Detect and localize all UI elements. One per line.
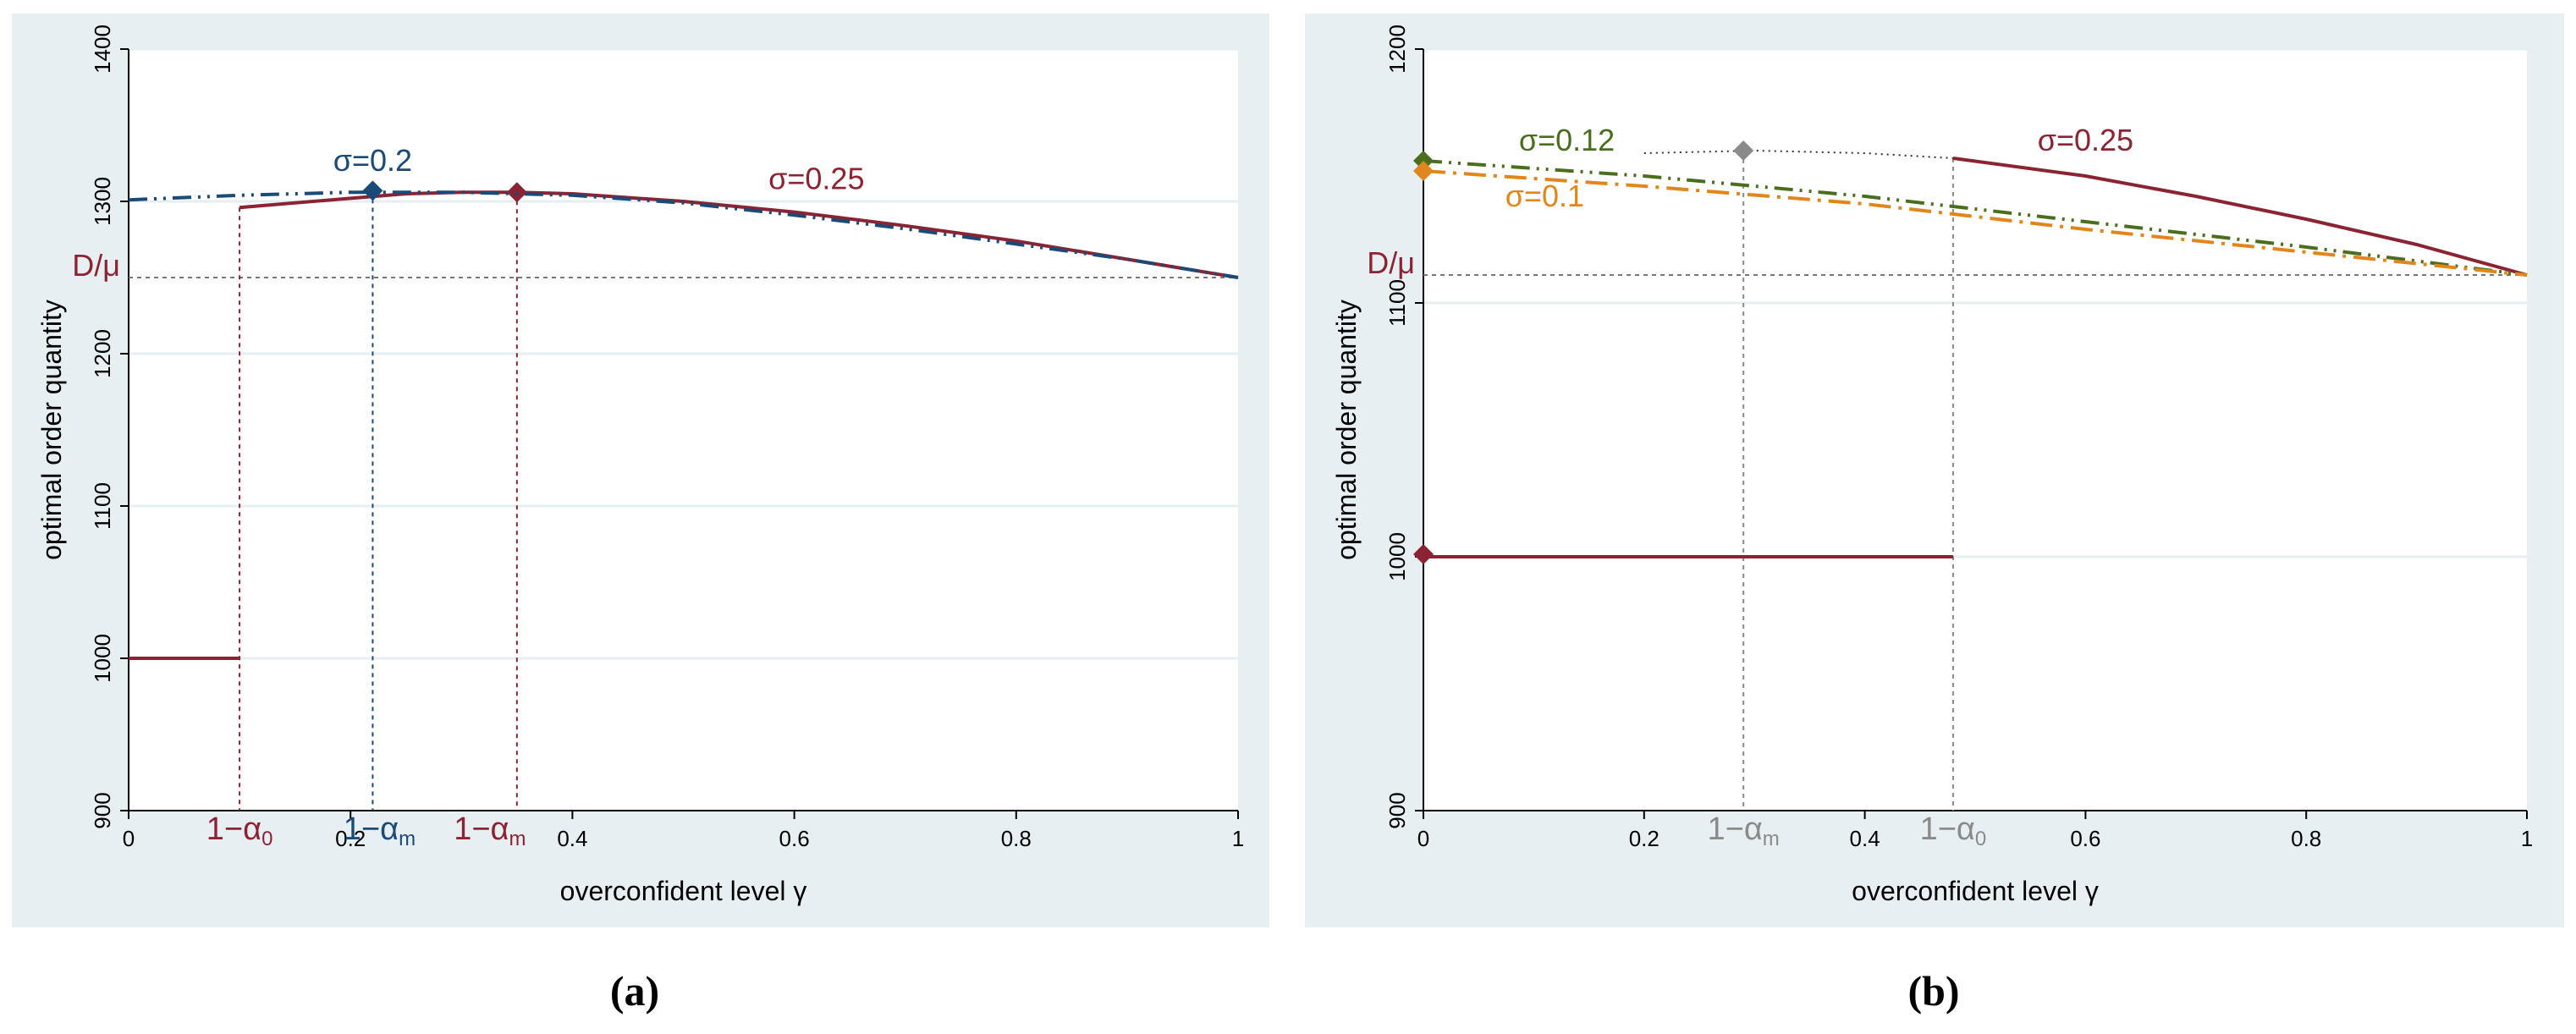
series-label: σ=0.2 [333, 143, 412, 178]
vline-label: 1−αm [454, 811, 526, 850]
y-axis-title: optimal order quantity [36, 300, 67, 560]
x-tick-label: 0 [123, 826, 135, 851]
x-axis-title: overconfident level γ [1852, 876, 2099, 906]
y-tick-label: 1100 [90, 482, 115, 530]
series-line [1423, 159, 2528, 277]
caption-a: (a) [609, 967, 660, 1015]
y-axis-title: optimal order quantity [1331, 300, 1362, 560]
series-line [1952, 157, 2528, 277]
vline-label: 1−αm [344, 811, 416, 850]
x-tick-label: 0.6 [2070, 826, 2100, 851]
y-tick-label: 1100 [1384, 279, 1410, 327]
series-line [128, 190, 1239, 279]
y-tick-label: 900 [90, 792, 115, 828]
vline-label: 1−α0 [1920, 811, 1987, 850]
series-marker [1413, 161, 1434, 181]
x-tick-label: 0.2 [1629, 826, 1660, 851]
series-marker [1733, 140, 1754, 161]
vline-label: 1−α0 [206, 811, 273, 850]
x-tick-label: 0.8 [2291, 826, 2321, 851]
chart-a: 900 1000 1100 1200 1300 1400 0 0.2 0.4 0.6 0.8 1 ove… [36, 25, 1244, 906]
plot-area [129, 49, 1238, 811]
x-tick-label: 1 [2521, 826, 2533, 851]
x-tick-label: 0.4 [557, 826, 587, 851]
y-tick-label: 1200 [1384, 25, 1410, 74]
y-tick-label: 900 [1384, 792, 1410, 828]
caption-b: (b) [1907, 967, 1960, 1015]
hline-label: D/μ [72, 248, 120, 283]
y-tick-label: 1000 [90, 634, 115, 683]
y-tick-label: 1400 [90, 25, 115, 74]
series-label: σ=0.25 [768, 162, 864, 196]
series-label: σ=0.25 [2038, 123, 2133, 157]
x-axis-title: overconfident level γ [560, 876, 807, 906]
chart-b: 900 1000 1100 1200 0 0.2 0.4 0.6 0.8 1 overconfide… [1331, 25, 2533, 906]
vline-label: 1−αm [1708, 811, 1780, 850]
series-label: σ=0.12 [1519, 123, 1615, 157]
plot-area [1423, 49, 2527, 811]
x-tick-label: 0.6 [779, 826, 810, 851]
series-marker [362, 180, 383, 201]
x-tick-label: 0.8 [1001, 826, 1032, 851]
x-tick-label: 0.4 [1850, 826, 1880, 851]
x-tick-label: 0.2 [335, 826, 366, 851]
series-marker [1413, 544, 1434, 564]
series-line [1423, 169, 2528, 277]
y-tick-label: 1000 [1384, 532, 1410, 581]
x-tick-label: 0 [1417, 826, 1429, 851]
y-tick-label: 1200 [90, 329, 115, 378]
x-tick-label: 1 [1232, 826, 1244, 851]
y-tick-label: 1300 [90, 177, 115, 226]
series-label: σ=0.1 [1505, 179, 1584, 213]
hline-label: D/μ [1367, 245, 1415, 280]
